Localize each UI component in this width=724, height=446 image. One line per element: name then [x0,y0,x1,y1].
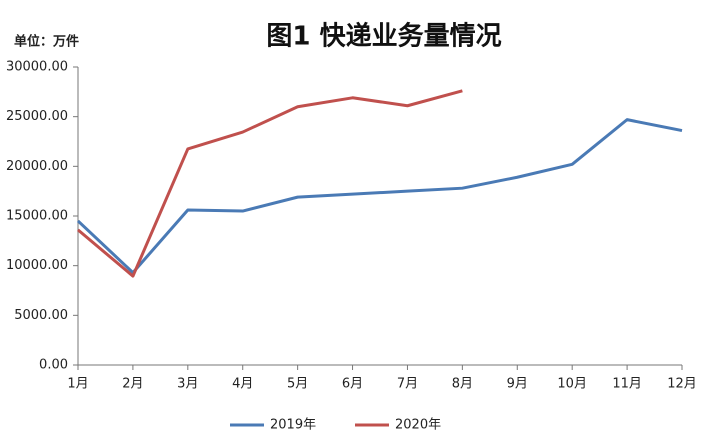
x-tick-label: 6月 [342,377,363,392]
series-line [76,118,683,275]
x-tick-label: 12月 [667,377,697,392]
x-tick-label: 9月 [507,377,528,392]
unit-label: 单位：万件 [14,34,79,50]
x-tick-label: 1月 [67,377,88,392]
y-tick-label: 5000.00 [14,308,68,323]
legend-label: 2020年 [395,418,441,433]
y-tick-label: 0.00 [39,358,68,373]
x-tick-label: 10月 [557,377,587,392]
y-tick-label: 20000.00 [6,159,68,174]
x-tick-label: 5月 [287,377,308,392]
x-tick-label: 2月 [122,377,143,392]
x-tick-label: 11月 [612,377,642,392]
x-tick-label: 7月 [397,377,418,392]
y-tick-label: 15000.00 [6,209,68,224]
x-tick-label: 3月 [177,377,198,392]
x-tick-label: 8月 [452,377,473,392]
x-tick-label: 4月 [232,377,253,392]
y-tick-label: 30000.00 [6,60,68,75]
legend-label: 2019年 [270,418,316,433]
chart-title: 图1 快递业务量情况 [266,21,501,52]
y-tick-label: 10000.00 [6,258,68,273]
y-tick-label: 25000.00 [6,109,68,124]
series-line [77,89,463,278]
